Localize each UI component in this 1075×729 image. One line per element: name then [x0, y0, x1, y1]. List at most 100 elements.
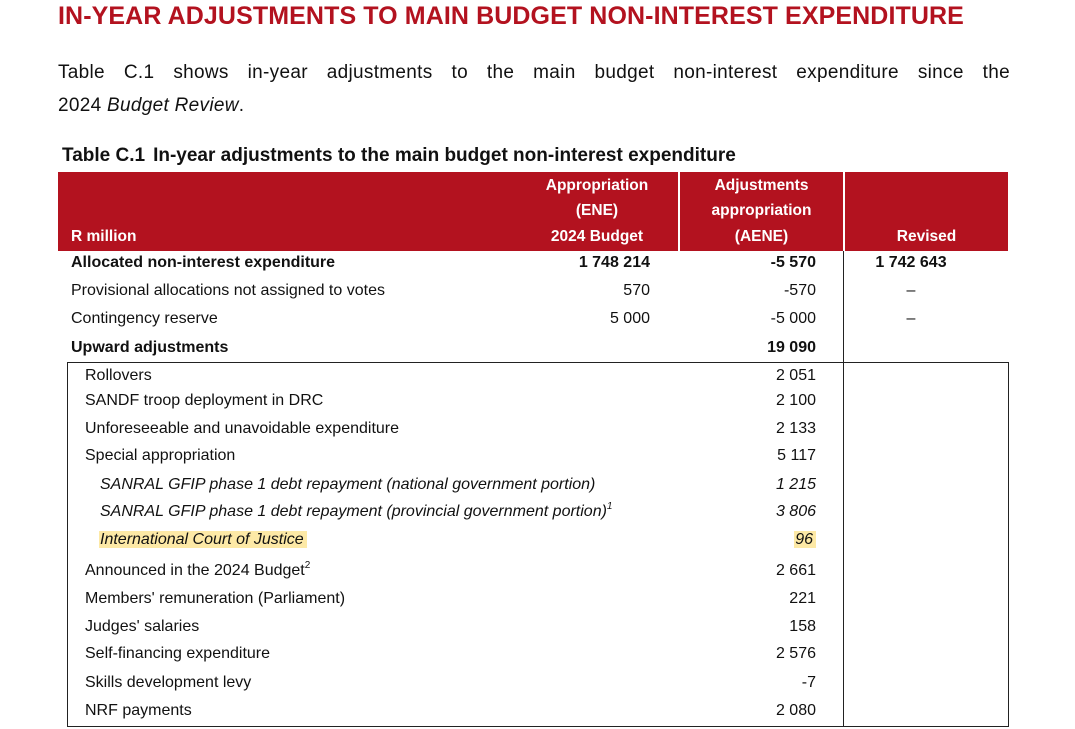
- cell-adjustments: 1 215: [680, 476, 816, 494]
- table-row: Contingency reserve 5 000 -5 000 –: [58, 307, 1008, 335]
- row-label: SANRAL GFIP phase 1 debt repayment (prov…: [100, 501, 613, 521]
- row-label-text: Allocated non-interest expenditure: [71, 254, 336, 271]
- header-adjustments-line-2: appropriation: [711, 202, 812, 219]
- cell-adjustments-value: -5 570: [770, 254, 816, 271]
- cell-revised: 1 742 643: [845, 254, 977, 272]
- table-row: SANDF troop deployment in DRC 2 100: [58, 389, 1008, 417]
- cell-adjustments-value: 5 117: [777, 447, 816, 464]
- row-label-text: Special appropriation: [85, 447, 236, 464]
- intro-line-2-prefix: 2024: [58, 95, 108, 116]
- cell-adjustments-value: 3 806: [775, 503, 816, 520]
- table-row: NRF payments 2 080: [58, 699, 1008, 727]
- cell-appropriation: 5 000: [516, 310, 650, 328]
- row-label-text: Provisional allocations not assigned to …: [71, 282, 385, 299]
- column-divider-revised: [843, 251, 844, 727]
- cell-revised: –: [845, 310, 977, 328]
- table-row: Provisional allocations not assigned to …: [58, 279, 1008, 307]
- row-label-text: SANDF troop deployment in DRC: [85, 392, 324, 409]
- cell-adjustments-value: 221: [789, 590, 816, 607]
- row-label-text: Upward adjustments: [71, 339, 229, 356]
- row-label: Special appropriation: [85, 447, 235, 465]
- row-label: Skills development levy: [85, 674, 251, 692]
- cell-appropriation-value: 5 000: [609, 310, 650, 327]
- cell-adjustments-value: 19 090: [767, 339, 816, 356]
- cell-adjustments-value: 2 661: [775, 562, 816, 579]
- table-row: Upward adjustments 19 090: [58, 336, 1008, 364]
- header-cell-label: R million: [58, 172, 516, 251]
- header-appropriation-line-1: Appropriation: [545, 176, 649, 194]
- table-caption-id: Table C.1: [62, 145, 146, 166]
- cell-appropriation-value: 1 748 214: [578, 254, 650, 271]
- table-row: Unforeseeable and unavoidable expenditur…: [58, 417, 1008, 445]
- cell-adjustments-value: 2 576: [775, 645, 816, 662]
- cell-adjustments: 2 661: [680, 562, 816, 580]
- cell-adjustments: -570: [680, 282, 816, 300]
- intro-budget-review-title: Budget Review: [107, 95, 239, 116]
- cell-adjustments: 19 090: [680, 339, 816, 357]
- cell-adjustments-value: 1 215: [775, 476, 816, 493]
- footnote-marker: 1: [606, 501, 613, 512]
- footnote-marker: 2: [304, 560, 311, 571]
- row-label-text: International Court of Justice: [99, 531, 307, 548]
- intro-line-2-suffix: .: [238, 95, 245, 116]
- row-label: Judges' salaries: [85, 618, 199, 636]
- header-cell-appropriation: Appropriation (ENE) 2024 Budget: [516, 172, 678, 251]
- table-row: Members' remuneration (Parliament) 221: [58, 587, 1008, 615]
- header-cell-adjustments: Adjustments appropriation (AENE): [680, 172, 843, 251]
- cell-adjustments-value: -7: [801, 674, 816, 691]
- cell-adjustments: 2 576: [680, 645, 816, 663]
- row-label-text: Announced in the 2024 Budget: [85, 562, 305, 579]
- cell-adjustments-value: -5 000: [770, 310, 816, 327]
- header-appropriation-line-3: 2024 Budget: [550, 227, 644, 245]
- header-cell-revised: Revised: [845, 172, 1008, 251]
- cell-adjustments-value: 2 133: [775, 420, 816, 437]
- cell-adjustments-value: 2 051: [775, 367, 816, 384]
- header-adjustments-line-3: (AENE): [734, 227, 789, 245]
- intro-line-1: Table C.1 shows in-year adjustments to t…: [58, 62, 1010, 83]
- cell-adjustments-value: 2 100: [775, 392, 816, 409]
- table-row: Skills development levy -7: [58, 671, 1008, 699]
- row-label: Self-financing expenditure: [85, 645, 270, 663]
- row-label: SANDF troop deployment in DRC: [85, 392, 323, 410]
- cell-adjustments: 158: [680, 618, 816, 636]
- table-row: SANRAL GFIP phase 1 debt repayment (prov…: [58, 500, 1008, 528]
- table-row: Self-financing expenditure 2 576: [58, 642, 1008, 670]
- cell-adjustments: 2 100: [680, 392, 816, 410]
- table-row: International Court of Justice 96: [58, 528, 1008, 556]
- row-label: Contingency reserve: [71, 310, 218, 328]
- cell-revised: –: [845, 282, 977, 300]
- box-bottom-border: [67, 726, 1009, 727]
- row-label-text: Self-financing expenditure: [85, 645, 271, 662]
- row-label-text: SANRAL GFIP phase 1 debt repayment (prov…: [100, 503, 607, 520]
- cell-adjustments: 2 133: [680, 420, 816, 438]
- cell-adjustments-value: 96: [794, 531, 816, 548]
- row-label: SANRAL GFIP phase 1 debt repayment (nati…: [100, 476, 595, 494]
- header-revised: Revised: [896, 227, 957, 245]
- row-label-text: Judges' salaries: [85, 618, 200, 635]
- cell-adjustments: 96: [680, 531, 816, 549]
- row-label-text: Unforeseeable and unavoidable expenditur…: [85, 420, 400, 437]
- row-label: Upward adjustments: [71, 339, 228, 357]
- row-label-text: Rollovers: [85, 367, 152, 384]
- cell-adjustments: 2 080: [680, 702, 816, 720]
- table-row: Allocated non-interest expenditure 1 748 …: [58, 251, 1008, 279]
- section-heading: IN-YEAR ADJUSTMENTS TO MAIN BUDGET NON-I…: [58, 2, 964, 30]
- header-adjustments-line-1: Adjustments: [714, 176, 809, 194]
- cell-adjustments: -7: [680, 674, 816, 692]
- row-label-text: SANRAL GFIP phase 1 debt repayment (nati…: [100, 476, 596, 493]
- table-row: Special appropriation 5 117: [58, 444, 1008, 472]
- row-label: Unforeseeable and unavoidable expenditur…: [85, 420, 399, 438]
- cell-adjustments: 221: [680, 590, 816, 608]
- row-label: Members' remuneration (Parliament): [85, 590, 345, 608]
- cell-adjustments-value: -570: [783, 282, 816, 299]
- table-caption: Table C.1 In-year adjustments to the main…: [62, 145, 736, 167]
- header-appropriation-line-2: (ENE): [575, 202, 619, 219]
- box-top-border: [67, 362, 1009, 363]
- header-r-million: R million: [71, 227, 137, 245]
- cell-adjustments-value: 158: [789, 618, 816, 635]
- row-label: Announced in the 2024 Budget2: [85, 560, 311, 580]
- row-label: NRF payments: [85, 702, 192, 720]
- box-left-border: [67, 362, 68, 727]
- table-row: Judges' salaries 158: [58, 615, 1008, 643]
- table-row: Rollovers 2 051: [58, 364, 1008, 392]
